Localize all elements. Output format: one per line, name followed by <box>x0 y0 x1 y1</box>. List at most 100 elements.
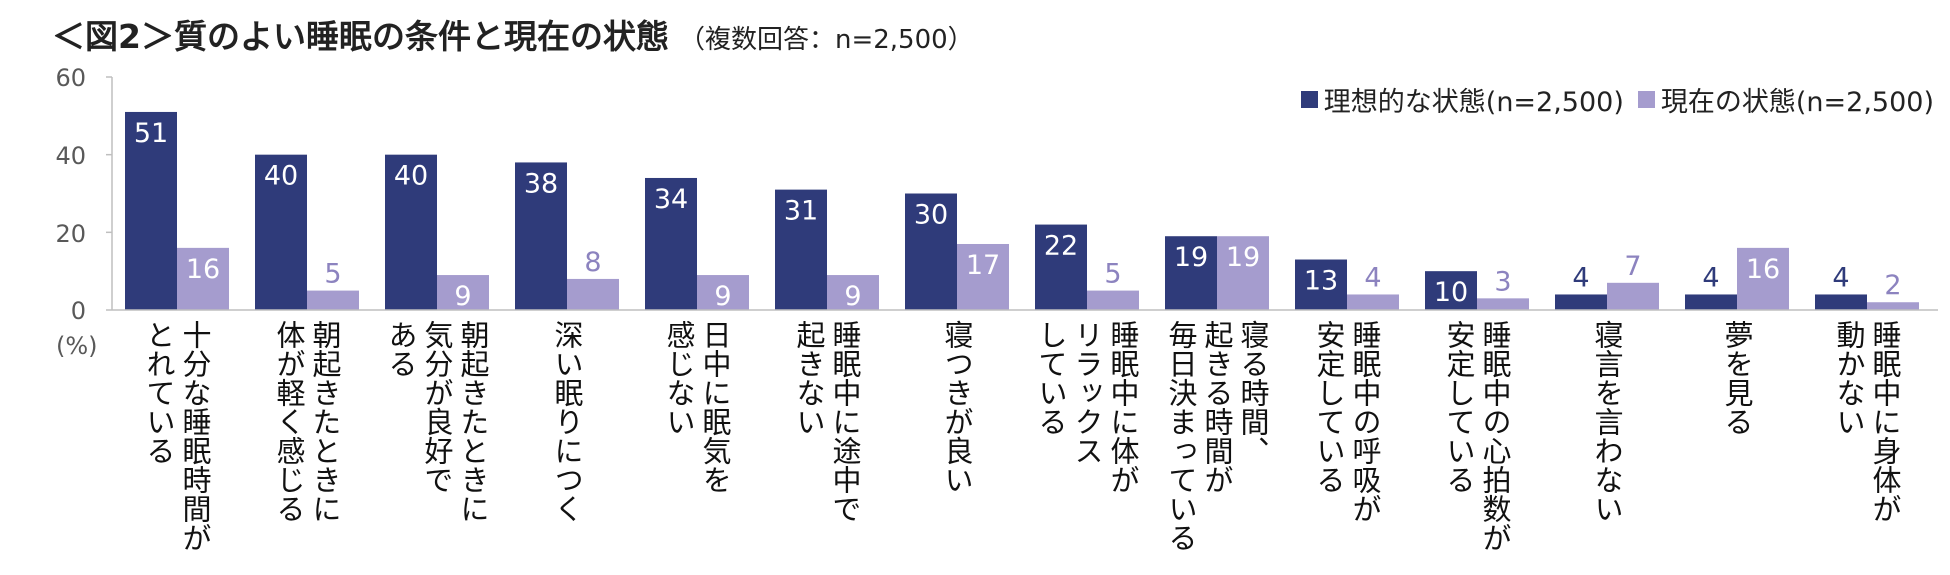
data-label-current: 16 <box>1746 254 1780 285</box>
data-label-ideal: 30 <box>914 200 948 231</box>
category-label-text: 日中に眠気を 感じない <box>662 320 732 494</box>
data-label-current: 4 <box>1364 262 1381 293</box>
bar-ideal <box>1815 294 1867 310</box>
bar-current <box>827 275 879 310</box>
data-label-current: 3 <box>1494 266 1511 297</box>
category-label: 朝起きたときに 気分が良好で ある <box>372 320 502 570</box>
category-label: 睡眠中の呼吸が 安定している <box>1282 320 1412 570</box>
bar-current <box>1217 236 1269 310</box>
legend-label-current: 現在の状態(n=2,500) <box>1660 87 1934 118</box>
bar-ideal <box>775 189 827 310</box>
data-label-ideal: 19 <box>1174 242 1208 273</box>
bar-ideal <box>1295 259 1347 310</box>
legend-swatch-current <box>1637 91 1655 108</box>
data-label-ideal: 13 <box>1304 266 1338 297</box>
bar-current <box>567 278 619 310</box>
data-label-current: 9 <box>454 281 471 312</box>
y-tick-label: 0 <box>70 297 86 325</box>
bar-current <box>1347 294 1399 310</box>
data-label-current: 9 <box>844 281 861 312</box>
y-tick-label: 60 <box>55 64 86 92</box>
bar-ideal <box>1165 236 1217 310</box>
data-label-ideal: 10 <box>1434 277 1468 308</box>
legend: 理想的な状態(n=2,500) 現在の状態(n=2,500) <box>1300 80 1934 119</box>
data-label-ideal: 38 <box>524 168 558 199</box>
data-label-ideal: 40 <box>264 161 298 192</box>
category-label-text: 寝つきが良い <box>940 320 974 494</box>
bar-current <box>957 243 1009 310</box>
category-label: 睡眠中に身体が 動かない <box>1802 320 1932 570</box>
legend-label-ideal: 理想的な状態(n=2,500) <box>1323 87 1624 118</box>
y-axis-unit: (%) <box>56 332 98 360</box>
category-label-text: 朝起きたときに 体が軽く感じる <box>272 320 342 523</box>
category-label: 寝言を言わない <box>1542 320 1672 570</box>
category-label: 十分な睡眠時間が とれている <box>112 320 242 570</box>
bar-ideal <box>125 111 177 310</box>
category-label: 睡眠中に体が リラックス している <box>1022 320 1152 570</box>
data-label-current: 2 <box>1884 270 1901 301</box>
bar-current <box>1737 247 1789 310</box>
category-label: 日中に眠気を 感じない <box>632 320 762 570</box>
y-tick-label: 40 <box>55 142 86 170</box>
bar-ideal <box>645 177 697 310</box>
category-label-text: 寝る時間、 起きる時間が 毎日決まっている <box>1164 320 1270 552</box>
chart-title-main: ＜図2＞質のよい睡眠の条件と現在の状態 <box>52 17 669 56</box>
data-label-current: 19 <box>1226 242 1260 273</box>
data-label-current: 8 <box>584 247 601 278</box>
category-label: 朝起きたときに 体が軽く感じる <box>242 320 372 570</box>
bar-ideal <box>1425 271 1477 310</box>
category-label: 寝つきが良い <box>892 320 1022 570</box>
data-label-ideal: 4 <box>1832 262 1849 293</box>
category-label-text: 睡眠中の呼吸が 安定している <box>1312 320 1382 523</box>
category-label-text: 睡眠中に途中で 起きない <box>792 320 862 523</box>
y-tick-label: 20 <box>55 220 86 248</box>
bar-current <box>1607 282 1659 310</box>
category-label-text: 深い眠りにつく <box>550 320 584 523</box>
chart-title: ＜図2＞質のよい睡眠の条件と現在の状態 （複数回答：n=2,500） <box>52 10 974 58</box>
bar-ideal <box>1555 294 1607 310</box>
category-label-text: 十分な睡眠時間が とれている <box>142 320 212 552</box>
category-label-text: 寝言を言わない <box>1590 320 1624 523</box>
bar-ideal <box>255 154 307 310</box>
bar-current <box>177 247 229 310</box>
data-label-current: 7 <box>1624 251 1641 282</box>
legend-swatch-ideal <box>1300 91 1318 108</box>
category-label: 夢を見る <box>1672 320 1802 570</box>
category-label: 深い眠りにつく <box>502 320 632 570</box>
category-label-text: 睡眠中の心拍数が 安定している <box>1442 320 1512 552</box>
data-label-current: 5 <box>324 259 341 290</box>
bar-ideal <box>385 154 437 310</box>
bar-current <box>697 275 749 310</box>
category-label-text: 睡眠中に身体が 動かない <box>1832 320 1902 523</box>
bar-ideal <box>1685 294 1737 310</box>
category-label-text: 朝起きたときに 気分が良好で ある <box>384 320 490 523</box>
category-label-text: 夢を見る <box>1720 320 1754 436</box>
bar-ideal <box>905 193 957 310</box>
category-label: 睡眠中の心拍数が 安定している <box>1412 320 1542 570</box>
category-label-text: 睡眠中に体が リラックス している <box>1034 320 1140 494</box>
data-label-current: 5 <box>1104 259 1121 290</box>
legend-item-current: 現在の状態(n=2,500) <box>1637 80 1934 119</box>
data-label-ideal: 4 <box>1702 262 1719 293</box>
category-label: 睡眠中に途中で 起きない <box>762 320 892 570</box>
data-label-current: 9 <box>714 281 731 312</box>
data-label-current: 17 <box>966 250 1000 281</box>
bar-current <box>1477 298 1529 310</box>
data-label-ideal: 31 <box>784 196 818 227</box>
data-label-current: 16 <box>186 254 220 285</box>
bar-ideal <box>1035 224 1087 310</box>
bar-current <box>1867 302 1919 310</box>
bar-ideal <box>515 162 567 310</box>
data-label-ideal: 34 <box>654 184 688 215</box>
bar-current <box>437 275 489 310</box>
category-label: 寝る時間、 起きる時間が 毎日決まっている <box>1152 320 1282 570</box>
data-label-ideal: 51 <box>134 118 168 149</box>
data-label-ideal: 40 <box>394 161 428 192</box>
bar-current <box>307 290 359 310</box>
chart-subtitle: （複数回答：n=2,500） <box>678 25 974 55</box>
bar-current <box>1087 290 1139 310</box>
data-label-ideal: 22 <box>1044 231 1078 262</box>
data-label-ideal: 4 <box>1572 262 1589 293</box>
legend-item-ideal: 理想的な状態(n=2,500) <box>1300 80 1624 119</box>
